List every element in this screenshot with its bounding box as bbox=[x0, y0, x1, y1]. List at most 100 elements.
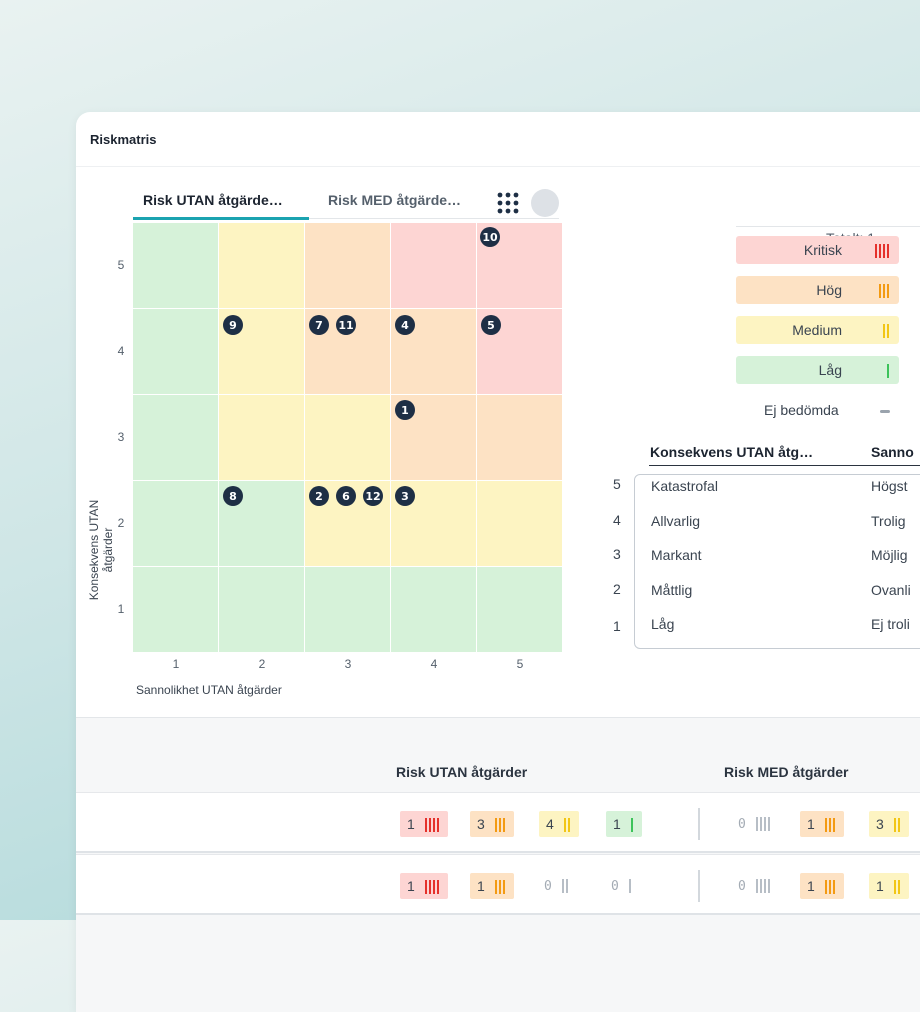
x-tick: 3 bbox=[344, 657, 352, 671]
desc-consequence: Måttlig bbox=[651, 582, 693, 598]
matrix-cell[interactable] bbox=[477, 567, 562, 652]
tab-risk-without-measures[interactable]: Risk UTAN åtgärde… bbox=[143, 192, 283, 208]
count-critical-with: 0 bbox=[731, 811, 779, 837]
count-critical: 1 bbox=[400, 873, 448, 899]
summary-header-with: Risk MED åtgärder bbox=[724, 764, 849, 780]
riskmatrix-card: Riskmatris Risk UTAN åtgärde… Risk MED å… bbox=[76, 112, 920, 1012]
count-low: 0 bbox=[604, 873, 640, 899]
desc-header-divider bbox=[649, 465, 920, 466]
section-divider bbox=[76, 717, 920, 718]
x-tick: 1 bbox=[172, 657, 180, 671]
desc-row-number: 5 bbox=[613, 476, 621, 492]
column-divider bbox=[698, 870, 700, 902]
count-medium-with: 1 bbox=[869, 873, 909, 899]
medium-bars-icon bbox=[883, 322, 891, 339]
legend-label: Kritisk bbox=[803, 242, 842, 258]
matrix-cell[interactable] bbox=[477, 395, 562, 480]
risk-badge[interactable]: 6 bbox=[336, 486, 356, 506]
y-tick: 3 bbox=[117, 430, 125, 444]
matrix-cell[interactable] bbox=[133, 309, 218, 394]
matrix-cell[interactable] bbox=[219, 567, 304, 652]
matrix-cell[interactable] bbox=[133, 567, 218, 652]
matrix-cell[interactable] bbox=[391, 567, 476, 652]
x-tick: 4 bbox=[430, 657, 438, 671]
y-tick: 2 bbox=[117, 516, 125, 530]
tab-risk-with-measures[interactable]: Risk MED åtgärde… bbox=[328, 192, 462, 208]
matrix-cell[interactable] bbox=[477, 481, 562, 566]
desc-likelihood: Möjlig bbox=[871, 547, 908, 563]
matrix-cell[interactable] bbox=[305, 567, 390, 652]
risk-badge[interactable]: 7 bbox=[309, 315, 329, 335]
risk-badge[interactable]: 3 bbox=[395, 486, 415, 506]
dash-icon bbox=[880, 410, 890, 413]
legend-high[interactable]: Hög bbox=[736, 276, 899, 304]
legend-label: Hög bbox=[816, 282, 842, 298]
desc-consequence: Låg bbox=[651, 616, 675, 632]
matrix-cell[interactable] bbox=[219, 223, 304, 308]
risk-badge[interactable]: 9 bbox=[223, 315, 243, 335]
desc-likelihood: Ej troli bbox=[871, 616, 910, 632]
risk-badge[interactable]: 11 bbox=[336, 315, 356, 335]
legend-low[interactable]: Låg bbox=[736, 356, 899, 384]
title-divider bbox=[76, 166, 920, 167]
count-medium-with: 3 bbox=[869, 811, 909, 837]
desc-header-consequence: Konsekvens UTAN åtg… bbox=[650, 444, 814, 460]
x-tick: 5 bbox=[516, 657, 524, 671]
count-critical-with: 0 bbox=[731, 873, 779, 899]
low-bars-icon bbox=[887, 362, 891, 379]
risk-badge[interactable]: 1 bbox=[395, 400, 415, 420]
count-high: 1 bbox=[470, 873, 514, 899]
risk-badge[interactable]: 5 bbox=[481, 315, 501, 335]
tab-divider bbox=[309, 218, 559, 219]
desc-row-number: 1 bbox=[613, 618, 621, 634]
legend-label: Medium bbox=[792, 322, 842, 338]
view-toggle-button[interactable] bbox=[531, 189, 559, 217]
count-critical: 1 bbox=[400, 811, 448, 837]
count-high-with: 1 bbox=[800, 811, 844, 837]
desc-consequence: Markant bbox=[651, 547, 702, 563]
matrix-cell[interactable] bbox=[305, 223, 390, 308]
desc-row-number: 2 bbox=[613, 581, 621, 597]
legend-label: Låg bbox=[818, 362, 842, 378]
column-divider bbox=[698, 808, 700, 840]
y-tick: 1 bbox=[117, 602, 125, 616]
count-low: 1 bbox=[606, 811, 642, 837]
risk-badge[interactable]: 2 bbox=[309, 486, 329, 506]
y-axis-label: Konsekvens UTAN åtgärder bbox=[87, 499, 115, 601]
y-tick: 5 bbox=[117, 258, 125, 272]
desc-likelihood: Trolig bbox=[871, 513, 906, 529]
count-high: 3 bbox=[470, 811, 514, 837]
desc-header-likelihood: Sanno bbox=[871, 444, 914, 460]
desc-consequence: Katastrofal bbox=[651, 478, 718, 494]
legend-critical[interactable]: Kritisk bbox=[736, 236, 899, 264]
desc-consequence: Allvarlig bbox=[651, 513, 701, 529]
y-tick: 4 bbox=[117, 344, 125, 358]
matrix-cell[interactable] bbox=[219, 395, 304, 480]
desc-likelihood: Högst bbox=[871, 478, 908, 494]
risk-badge[interactable]: 4 bbox=[395, 315, 415, 335]
active-tab-indicator bbox=[133, 217, 309, 220]
desc-likelihood: Ovanli bbox=[871, 582, 911, 598]
risk-badge[interactable]: 12 bbox=[363, 486, 383, 506]
risk-badge[interactable]: 10 bbox=[480, 227, 500, 247]
high-bars-icon bbox=[879, 282, 891, 299]
desc-row-number: 3 bbox=[613, 546, 621, 562]
legend-unassessed[interactable]: Ej bedömda bbox=[764, 402, 839, 418]
matrix-cell[interactable] bbox=[133, 481, 218, 566]
x-tick: 2 bbox=[258, 657, 266, 671]
count-medium: 0 bbox=[537, 873, 577, 899]
matrix-cell[interactable] bbox=[391, 223, 476, 308]
count-high-with: 1 bbox=[800, 873, 844, 899]
critical-bars-icon bbox=[875, 242, 891, 259]
matrix-cell[interactable] bbox=[305, 395, 390, 480]
dot-grid-icon[interactable] bbox=[496, 191, 520, 220]
legend-medium[interactable]: Medium bbox=[736, 316, 899, 344]
risk-badge[interactable]: 8 bbox=[223, 486, 243, 506]
matrix-cell[interactable] bbox=[133, 223, 218, 308]
description-table bbox=[634, 474, 920, 649]
matrix-cell[interactable] bbox=[133, 395, 218, 480]
summary-header-without: Risk UTAN åtgärder bbox=[396, 764, 528, 780]
legend-divider bbox=[736, 226, 920, 227]
count-medium: 4 bbox=[539, 811, 579, 837]
desc-row-number: 4 bbox=[613, 512, 621, 528]
